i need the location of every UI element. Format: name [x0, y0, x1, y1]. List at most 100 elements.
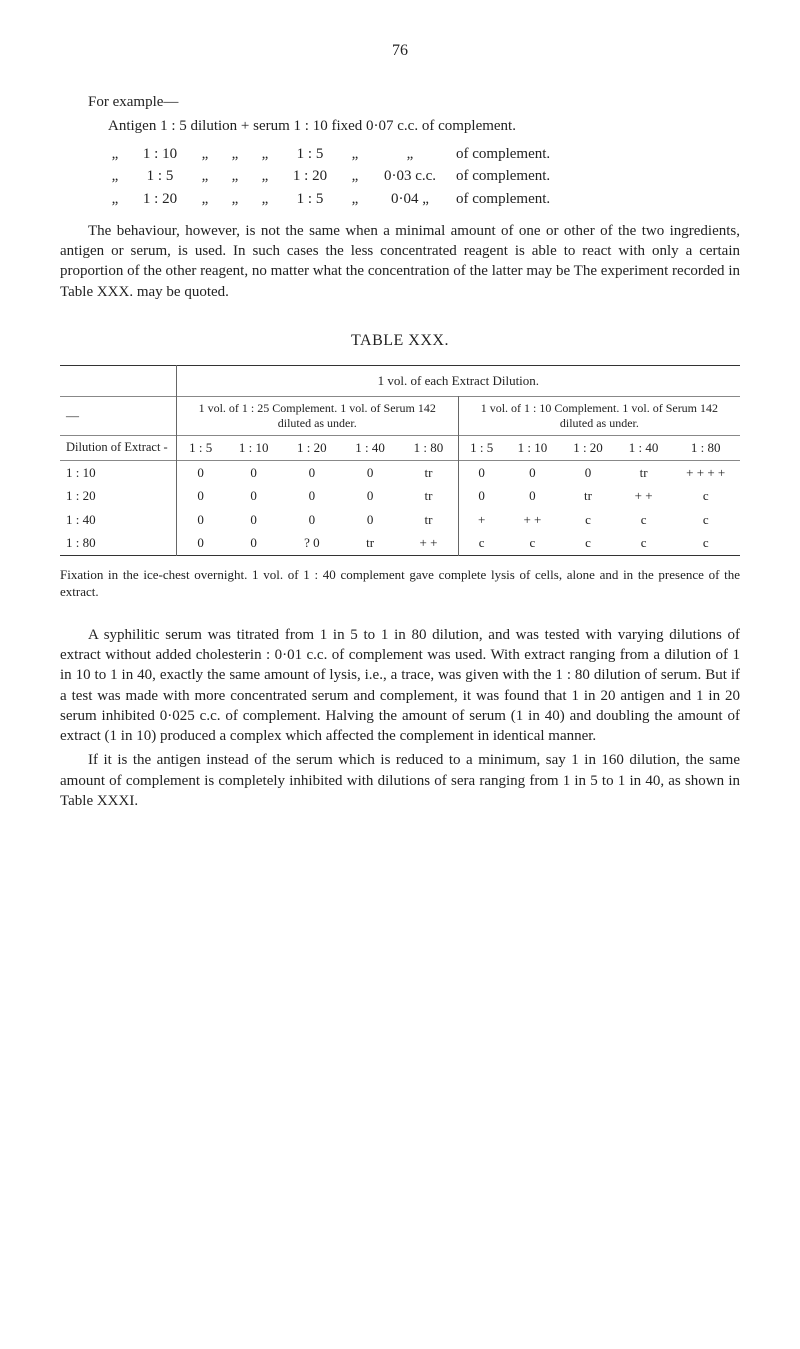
- paragraph-3: If it is the antigen instead of the seru…: [60, 750, 740, 811]
- table-cell: 0: [225, 531, 283, 555]
- table-cell: tr: [399, 484, 458, 508]
- spanner-top: 1 vol. of each Extract Dilution.: [176, 366, 740, 397]
- table-cell: ? 0: [283, 531, 341, 555]
- table-cell: c: [616, 508, 672, 532]
- table-cell: 0: [341, 460, 399, 484]
- example-cell: „: [100, 166, 130, 186]
- page-number: 76: [60, 40, 740, 62]
- table-cell: c: [560, 531, 616, 555]
- paragraph-1: The behaviour, however, is not the same …: [60, 221, 740, 302]
- example-cell: 1 : 5: [280, 189, 340, 209]
- table-cell: 0: [341, 508, 399, 532]
- table-cell: + +: [505, 508, 561, 532]
- spanner-left: 1 vol. of 1 : 25 Complement. 1 vol. of S…: [176, 396, 458, 435]
- example-cell: „: [100, 144, 130, 164]
- stub-dash: —: [60, 396, 176, 435]
- table-cell: 0: [176, 460, 224, 484]
- col-head: 1 : 40: [616, 435, 672, 460]
- example-cell: 1 : 5: [130, 166, 190, 186]
- example-lead: For example—: [60, 92, 740, 112]
- table-cell: tr: [341, 531, 399, 555]
- example-cell: „: [340, 144, 370, 164]
- col-head: 1 : 20: [560, 435, 616, 460]
- table-cell: c: [671, 484, 740, 508]
- col-head: 1 : 5: [458, 435, 504, 460]
- table-cell: 0: [283, 484, 341, 508]
- col-head: 1 : 10: [505, 435, 561, 460]
- table-cell: 0: [176, 484, 224, 508]
- table-cell: tr: [616, 460, 672, 484]
- stub-empty: [60, 366, 176, 397]
- row-stub: 1 : 80: [60, 531, 176, 555]
- table-cell: c: [671, 508, 740, 532]
- example-cell: 1 : 20: [130, 189, 190, 209]
- table-cell: 0: [505, 460, 561, 484]
- example-cell: „: [340, 166, 370, 186]
- table-cell: + +: [616, 484, 672, 508]
- row-stub: 1 : 20: [60, 484, 176, 508]
- col-head: 1 : 5: [176, 435, 224, 460]
- table-cell: 0: [341, 484, 399, 508]
- table-cell: c: [560, 508, 616, 532]
- table-cell: 0: [225, 484, 283, 508]
- row-stub: 1 : 10: [60, 460, 176, 484]
- table-cell: c: [458, 531, 504, 555]
- example-cell: 0·03 c.c.: [370, 166, 450, 186]
- col-head: 1 : 20: [283, 435, 341, 460]
- example-row: „1 : 10„„„1 : 5„„of complement.: [100, 144, 740, 164]
- example-cell: „: [250, 189, 280, 209]
- example-cell: of complement.: [450, 166, 656, 186]
- example-cell: „: [250, 144, 280, 164]
- table-footnote: Fixation in the ice-chest overnight. 1 v…: [60, 566, 740, 601]
- example-cell: „: [340, 189, 370, 209]
- example-cell: „: [190, 144, 220, 164]
- example-cell: 1 : 10: [130, 144, 190, 164]
- col-head: 1 : 80: [671, 435, 740, 460]
- table-cell: tr: [399, 460, 458, 484]
- example-cell: „: [220, 144, 250, 164]
- example-cell: 1 : 20: [280, 166, 340, 186]
- example-cell: of complement.: [450, 189, 656, 209]
- example-block: „1 : 10„„„1 : 5„„of complement.„1 : 5„„„…: [100, 144, 740, 209]
- col-head: 1 : 80: [399, 435, 458, 460]
- stub-head: Dilution of Extract -: [60, 435, 176, 460]
- table-cell: +: [458, 508, 504, 532]
- example-cell: „: [220, 166, 250, 186]
- example-cell: of complement.: [450, 144, 656, 164]
- table-cell: tr: [560, 484, 616, 508]
- example-cell: „: [220, 189, 250, 209]
- table-cell: 0: [225, 508, 283, 532]
- table-cell: 0: [176, 531, 224, 555]
- table-xxx: 1 vol. of each Extract Dilution. — 1 vol…: [60, 365, 740, 555]
- table-cell: 0: [458, 484, 504, 508]
- table-cell: 0: [560, 460, 616, 484]
- table-cell: 0: [283, 508, 341, 532]
- row-stub: 1 : 40: [60, 508, 176, 532]
- example-cell: „: [190, 189, 220, 209]
- example-cell: 0·04 „: [370, 189, 450, 209]
- spanner-right: 1 vol. of 1 : 10 Complement. 1 vol. of S…: [458, 396, 740, 435]
- paragraph-2: A syphilitic serum was titrated from 1 i…: [60, 625, 740, 747]
- table-cell: 0: [225, 460, 283, 484]
- example-cell: „: [100, 189, 130, 209]
- example-row: „1 : 5„„„1 : 20„0·03 c.c.of complement.: [100, 166, 740, 186]
- table-cell: + + + +: [671, 460, 740, 484]
- example-cell: „: [190, 166, 220, 186]
- table-cell: 0: [458, 460, 504, 484]
- col-head: 1 : 10: [225, 435, 283, 460]
- table-cell: 0: [176, 508, 224, 532]
- example-cell: 1 : 5: [280, 144, 340, 164]
- col-head: 1 : 40: [341, 435, 399, 460]
- table-cell: c: [616, 531, 672, 555]
- example-line-1: Antigen 1 : 5 dilution + serum 1 : 10 fi…: [60, 116, 740, 136]
- table-title: TABLE XXX.: [60, 330, 740, 352]
- table-cell: c: [505, 531, 561, 555]
- table-cell: c: [671, 531, 740, 555]
- table-cell: 0: [505, 484, 561, 508]
- example-row: „1 : 20„„„1 : 5„0·04 „of complement.: [100, 189, 740, 209]
- example-cell: „: [250, 166, 280, 186]
- table-cell: + +: [399, 531, 458, 555]
- example-cell: „: [370, 144, 450, 164]
- table-cell: 0: [283, 460, 341, 484]
- table-cell: tr: [399, 508, 458, 532]
